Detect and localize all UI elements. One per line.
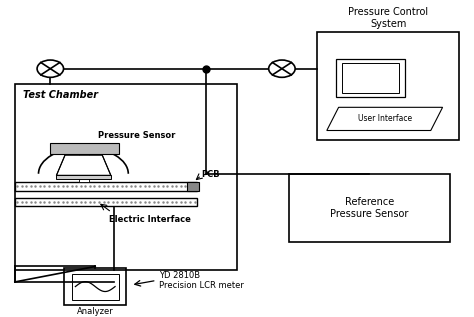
Bar xyxy=(15,182,197,191)
Polygon shape xyxy=(56,155,111,175)
Circle shape xyxy=(269,60,295,77)
Bar xyxy=(336,59,405,96)
Text: Electric Interface: Electric Interface xyxy=(109,216,191,224)
Bar xyxy=(342,63,399,93)
Text: Pressure Control
System: Pressure Control System xyxy=(348,7,428,29)
Bar xyxy=(187,182,199,191)
Polygon shape xyxy=(327,107,443,131)
Bar xyxy=(79,154,89,182)
Text: YD 2810B
Precision LCR meter: YD 2810B Precision LCR meter xyxy=(159,271,244,290)
Text: User Interface: User Interface xyxy=(357,114,412,123)
Bar xyxy=(289,174,450,242)
Bar xyxy=(72,274,119,300)
Text: Test Chamber: Test Chamber xyxy=(23,90,99,100)
Circle shape xyxy=(37,60,64,77)
Text: Analyzer: Analyzer xyxy=(77,307,114,316)
Text: PCB: PCB xyxy=(201,170,220,179)
Bar xyxy=(50,143,119,154)
Bar xyxy=(15,84,237,269)
Bar xyxy=(318,32,459,140)
Bar xyxy=(15,197,197,206)
Bar xyxy=(64,268,126,305)
Text: Pressure Sensor: Pressure Sensor xyxy=(98,131,175,140)
Text: Reference
Pressure Sensor: Reference Pressure Sensor xyxy=(330,197,409,218)
Bar xyxy=(56,175,111,179)
